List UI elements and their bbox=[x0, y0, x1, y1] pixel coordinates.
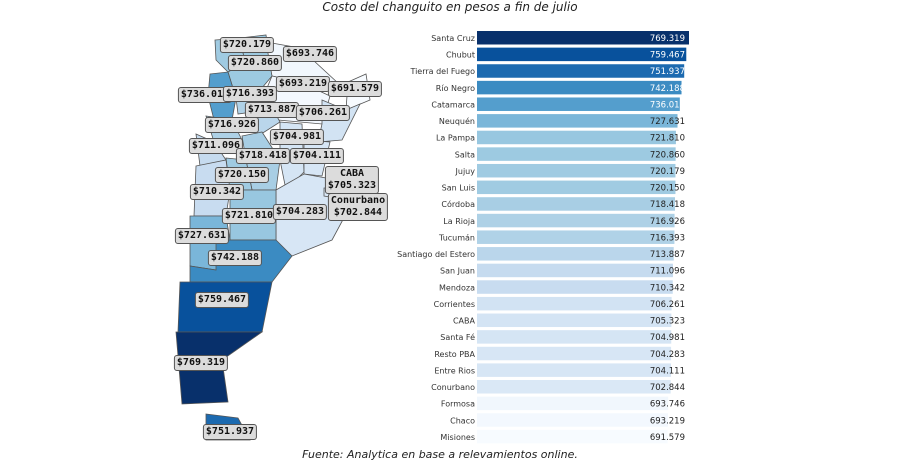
data-label: 704.111 bbox=[650, 366, 685, 376]
category-label: Neuquén bbox=[439, 116, 475, 126]
bar-chaco bbox=[477, 413, 669, 427]
data-label: 721.810 bbox=[650, 134, 685, 144]
category-label: Corrientes bbox=[434, 300, 475, 309]
map-label-tierra-del-fuego: $751.937 bbox=[202, 424, 258, 440]
category-label: Misiones bbox=[440, 433, 475, 442]
map-label-la-rioja: $716.926 bbox=[204, 117, 260, 133]
category-label: Resto PBA bbox=[434, 350, 475, 359]
bar-san-luis bbox=[477, 180, 676, 195]
bar-tucumán bbox=[477, 230, 675, 244]
category-label: Santa Fé bbox=[440, 332, 475, 342]
map-label-caba: CABA $705.323 bbox=[324, 166, 380, 194]
data-label: 691.579 bbox=[650, 433, 685, 443]
category-label: Córdoba bbox=[441, 199, 475, 209]
category-label: Salta bbox=[455, 150, 475, 159]
category-label: Mendoza bbox=[439, 283, 475, 292]
bar-conurbano bbox=[477, 380, 671, 394]
map-label-santa-fé: $704.981 bbox=[269, 129, 325, 145]
category-label: La Pampa bbox=[436, 134, 475, 143]
map-label-san-juan: $711.096 bbox=[188, 138, 244, 154]
chart-title: Costo del changuito en pesos a fin de ju… bbox=[322, 0, 578, 14]
data-label: 720.179 bbox=[650, 167, 685, 177]
map-label-jujuy: $720.179 bbox=[219, 37, 275, 53]
bar-santa-cruz bbox=[477, 31, 689, 45]
data-label: 693.746 bbox=[650, 400, 685, 410]
data-label: 716.393 bbox=[650, 233, 685, 243]
data-label: 704.981 bbox=[650, 333, 685, 343]
data-label: 742.188 bbox=[650, 84, 685, 94]
bar-misiones bbox=[477, 429, 668, 444]
bar-resto-pba bbox=[477, 346, 672, 361]
data-label: 718.418 bbox=[650, 200, 685, 210]
data-label: 705.323 bbox=[650, 317, 685, 327]
bar-jujuy bbox=[477, 163, 676, 178]
bar-entre-rios bbox=[477, 363, 672, 377]
bar-caba bbox=[477, 313, 672, 328]
map-label-chubut: $759.467 bbox=[194, 292, 250, 308]
category-label: Chaco bbox=[450, 416, 475, 425]
map-label-río-negro: $742.188 bbox=[207, 250, 263, 266]
data-label: 759.467 bbox=[650, 51, 685, 61]
data-label: 720.150 bbox=[650, 184, 685, 194]
map-label-formosa: $693.746 bbox=[282, 46, 338, 62]
category-label: Jujuy bbox=[455, 167, 476, 176]
category-label: Entre Rios bbox=[434, 366, 475, 375]
data-label: 751.937 bbox=[650, 67, 685, 77]
data-label: 720.860 bbox=[650, 150, 685, 160]
map-label-neuquén: $727.631 bbox=[174, 228, 230, 244]
bar-santa-fé bbox=[477, 330, 672, 344]
bar-formosa bbox=[477, 396, 669, 411]
category-label: San Juan bbox=[440, 267, 475, 276]
category-label: CABA bbox=[453, 317, 476, 326]
bar-mendoza bbox=[477, 280, 673, 294]
data-label: 727.631 bbox=[650, 117, 685, 127]
data-label: 710.342 bbox=[650, 283, 685, 293]
map-label-corrientes: $706.261 bbox=[295, 105, 351, 121]
category-label: San Luis bbox=[442, 184, 475, 193]
data-label: 716.926 bbox=[650, 217, 685, 227]
data-label: 706.261 bbox=[650, 300, 685, 310]
map-label-salta: $720.860 bbox=[227, 55, 283, 71]
data-label: 713.887 bbox=[650, 250, 685, 260]
category-label: Chubut bbox=[446, 51, 475, 60]
data-label: 711.096 bbox=[650, 267, 685, 277]
map-label-entre-rios: $704.111 bbox=[289, 148, 345, 164]
category-label: Conurbano bbox=[431, 383, 475, 392]
bar-neuquén bbox=[477, 114, 678, 128]
map-label-mendoza: $710.342 bbox=[189, 184, 245, 200]
bar-santiago-del-estero bbox=[477, 247, 674, 261]
bar-tierra-del-fuego bbox=[477, 64, 685, 78]
category-label: Catamarca bbox=[431, 100, 475, 109]
category-label: La Rioja bbox=[443, 217, 475, 226]
bar-chubut bbox=[477, 47, 687, 62]
map-label-tucumán: $716.393 bbox=[222, 86, 278, 102]
category-label: Santa Cruz bbox=[431, 34, 475, 43]
data-label: 769.319 bbox=[650, 34, 685, 44]
data-label: 693.219 bbox=[650, 416, 685, 426]
map-label-resto-pba: $704.283 bbox=[272, 204, 328, 220]
data-label: 736.011 bbox=[650, 100, 685, 110]
map-label-córdoba: $718.418 bbox=[235, 148, 291, 164]
map-label-santa-cruz: $769.319 bbox=[173, 355, 229, 371]
bar-corrientes bbox=[477, 296, 672, 311]
bar-catamarca bbox=[477, 97, 680, 111]
map-label-conurbano: Conurbano $702.844 bbox=[327, 193, 389, 221]
source-note: Fuente: Analytica en base a relevamiento… bbox=[302, 448, 578, 461]
category-label: Río Negro bbox=[436, 84, 475, 93]
category-label: Tucumán bbox=[438, 233, 475, 242]
category-label: Formosa bbox=[441, 400, 475, 409]
category-label: Tierra del Fuego bbox=[409, 67, 475, 76]
bar-salta bbox=[477, 147, 676, 161]
bar-la-rioja bbox=[477, 213, 675, 228]
bar-san-juan bbox=[477, 263, 673, 278]
bar-la-pampa bbox=[477, 130, 676, 145]
bar-chart: Santa Cruz 769.319 Chubut 759.467 Tierra del… bbox=[397, 31, 689, 444]
category-label: Santiago del Estero bbox=[397, 250, 475, 259]
map-label-san-luis: $720.150 bbox=[214, 167, 270, 183]
bar-córdoba bbox=[477, 197, 675, 211]
data-label: 702.844 bbox=[650, 383, 685, 393]
data-label: 704.283 bbox=[650, 350, 685, 360]
bar-río-negro bbox=[477, 80, 682, 95]
map-label-misiones: $691.579 bbox=[327, 81, 383, 97]
